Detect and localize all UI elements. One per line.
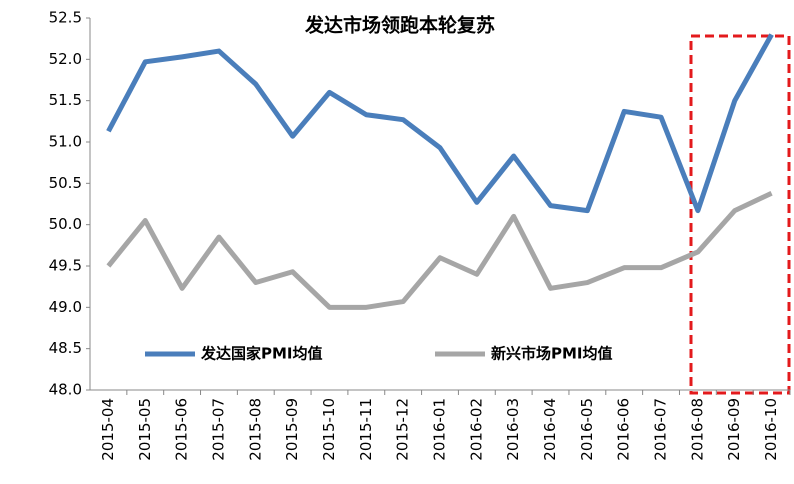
x-tick-label: 2016-02 (467, 398, 485, 461)
series-line (106, 190, 773, 310)
x-tick-label: 2015-11 (357, 398, 375, 461)
chart-title: 发达市场领跑本轮复苏 (304, 14, 495, 37)
y-tick-label: 51.0 (49, 133, 82, 151)
y-tick-label: 49.5 (49, 257, 82, 275)
x-tick-label: 2016-03 (504, 398, 522, 461)
legend-label: 新兴市场PMI均值 (491, 345, 613, 363)
legend-label: 发达国家PMI均值 (200, 345, 323, 363)
x-tick-label: 2016-06 (615, 398, 633, 461)
y-tick-label: 52.5 (49, 9, 82, 27)
y-tick-label: 52.0 (49, 50, 82, 68)
series-line (106, 33, 774, 214)
x-tick-label: 2015-12 (394, 398, 412, 461)
highlight-box (689, 34, 791, 395)
x-tick-label: 2016-07 (652, 398, 670, 461)
x-tick-label: 2016-08 (688, 398, 706, 461)
x-tick-label: 2015-09 (283, 398, 301, 461)
x-tick-label: 2015-04 (99, 398, 117, 461)
x-tick-label: 2016-09 (725, 398, 743, 461)
x-tick-label: 2015-05 (136, 398, 154, 461)
x-tick-label: 2016-05 (578, 398, 596, 461)
x-tick-label: 2015-10 (320, 398, 338, 461)
y-tick-label: 48.5 (49, 339, 82, 357)
x-tick-label: 2015-07 (209, 398, 227, 461)
x-tick-label: 2015-06 (173, 398, 191, 461)
y-tick-label: 50.5 (49, 174, 82, 192)
x-tick-label: 2016-10 (762, 398, 780, 461)
x-tick-label: 2016-01 (431, 398, 449, 461)
x-tick-label: 2015-08 (246, 398, 264, 461)
y-tick-label: 51.5 (49, 91, 82, 109)
y-tick-label: 49.0 (49, 298, 82, 316)
x-tick-label: 2016-04 (541, 398, 559, 461)
y-tick-label: 50.0 (49, 215, 82, 233)
y-tick-label: 48.0 (49, 381, 82, 399)
